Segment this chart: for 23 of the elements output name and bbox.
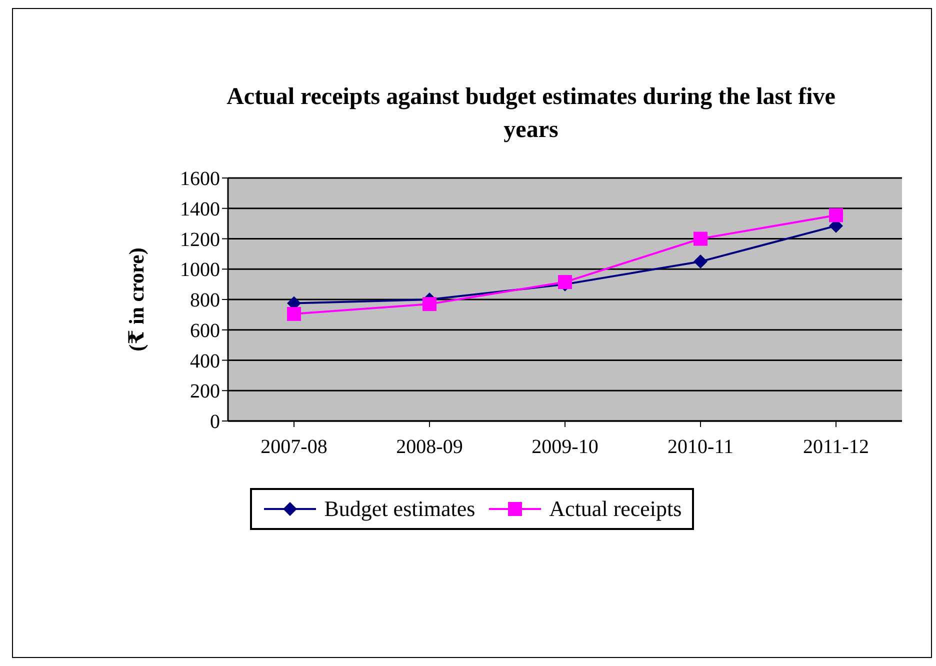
y-tick-label: 1600: [180, 168, 220, 190]
chart-title: Actual receipts against budget estimates during the last five years: [226, 83, 836, 145]
y-tick-label: 1000: [180, 259, 220, 282]
y-tick-label: 400: [190, 350, 220, 372]
x-tick-label: 2009-10: [532, 436, 598, 458]
point: [694, 254, 708, 269]
x-tick-label: 2010-11: [668, 436, 734, 458]
y-tick-label: 1400: [180, 198, 220, 220]
x-tick-label: 2011-12: [803, 436, 869, 458]
legend-label: Budget estimates: [324, 496, 476, 522]
point: [287, 306, 301, 321]
point: [829, 208, 843, 222]
y-tick-label: 1200: [180, 228, 220, 251]
point: [422, 297, 436, 312]
point: [694, 232, 708, 246]
y-axis-title: (₹ in crore): [124, 248, 148, 352]
y-tick-label: 800: [190, 290, 220, 312]
y-tick-label: 600: [190, 320, 220, 342]
x-tick-label: 2008-09: [396, 436, 463, 458]
legend-label: Actual receipts: [549, 496, 682, 522]
x-tick-label: 2007-08: [260, 436, 328, 458]
y-tick-label: 0: [210, 411, 220, 434]
y-tick-label: 200: [190, 380, 220, 403]
